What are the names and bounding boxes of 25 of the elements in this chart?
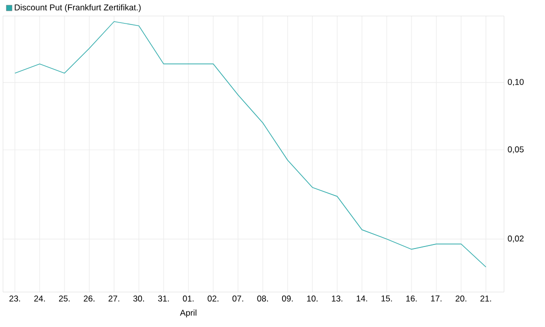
x-tick-label: 17.: [431, 296, 442, 302]
x-tick-label: 23.: [9, 296, 20, 302]
y-tick-label: 0,10: [508, 78, 524, 86]
y-tick-label: 0,05: [508, 146, 524, 154]
x-tick-label: 27.: [108, 296, 120, 302]
x-tick-label: 14.: [356, 296, 368, 302]
x-tick-label: 07.: [232, 296, 244, 302]
x-tick-label: 08.: [257, 296, 268, 302]
x-tick-label: 13.: [332, 296, 342, 302]
legend-label: Discount Put (Frankfurt Zertifikat.): [14, 4, 141, 12]
x-tick-label: 30.: [133, 296, 144, 302]
x-tick-label: 16.: [406, 296, 417, 302]
x-tick-label: 01.: [182, 296, 194, 302]
x-tick-label: 15.: [382, 296, 392, 302]
text: April: [180, 310, 196, 318]
x-tick-label: 10.: [307, 296, 318, 302]
x-tick-label: 31.: [158, 296, 169, 302]
x-tick-label: 09.: [282, 296, 293, 302]
x-tick-label: 25.: [59, 296, 70, 302]
x-tick-label: 21.: [480, 296, 492, 302]
x-tick-label: 20.: [456, 296, 466, 302]
x-tick-label: 24.: [34, 296, 45, 302]
x-tick-label: 26.: [84, 296, 94, 302]
x-tick-label: 02.: [208, 296, 218, 302]
y-tick-label: 0,02: [508, 236, 524, 243]
